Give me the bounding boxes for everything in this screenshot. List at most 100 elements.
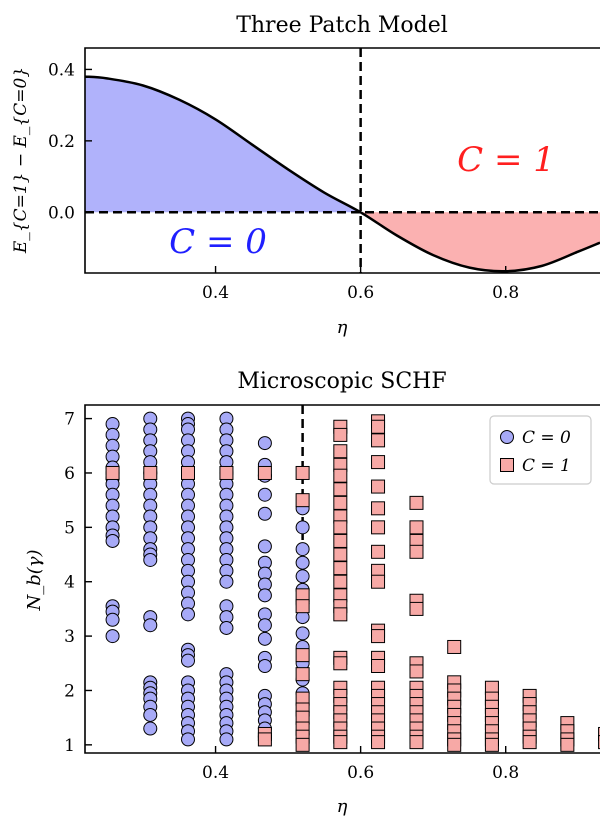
energy-difference-curve bbox=[85, 75, 600, 273]
c0-point bbox=[257, 436, 272, 451]
x-tick-label: 0.4 bbox=[202, 283, 229, 303]
c1-point bbox=[409, 544, 424, 559]
c0-point bbox=[295, 555, 310, 570]
c1-point bbox=[105, 465, 120, 480]
legend-c0-label: C = 0 bbox=[522, 428, 571, 448]
annotation-c0: C = 0 bbox=[169, 222, 267, 262]
three-patch-model-chart: Three Patch Model C = 0 C = 1 0.4 0.6 0.8 … bbox=[11, 13, 600, 338]
c1-point bbox=[522, 735, 537, 750]
legend-c0-marker bbox=[500, 430, 514, 444]
c1-point bbox=[257, 732, 272, 747]
c1-point bbox=[371, 479, 386, 494]
legend-box bbox=[489, 415, 592, 485]
c0-point bbox=[181, 732, 195, 747]
c1-point bbox=[219, 465, 234, 480]
x-tick-label: 0.6 bbox=[347, 283, 374, 303]
c1-point bbox=[333, 607, 348, 622]
c1-point bbox=[295, 599, 310, 614]
c1-point bbox=[560, 737, 575, 752]
c0-point bbox=[105, 533, 120, 548]
c0-point bbox=[295, 569, 310, 584]
c1-point bbox=[447, 639, 462, 654]
legend-c1-label: C = 1 bbox=[522, 456, 571, 476]
c1-point bbox=[598, 726, 600, 741]
c0-point bbox=[257, 631, 272, 646]
c1-point bbox=[371, 455, 386, 470]
c1-point bbox=[181, 465, 195, 480]
c1-point bbox=[409, 664, 424, 679]
c1-point bbox=[371, 629, 386, 644]
scatter-points bbox=[105, 411, 600, 752]
c0-point bbox=[295, 542, 310, 557]
y-tick-label: 0.4 bbox=[48, 60, 75, 80]
c0-point bbox=[295, 520, 310, 535]
c1-point bbox=[295, 737, 310, 752]
c1-point bbox=[371, 574, 386, 589]
c0-point bbox=[143, 721, 158, 736]
y-axis-label: N_b(γ) bbox=[24, 549, 45, 611]
c0-point bbox=[143, 618, 158, 633]
x-tick-label: 0.4 bbox=[202, 763, 229, 783]
c1-point bbox=[409, 601, 424, 616]
y-axis-ticks: 1 2 3 4 5 6 7 bbox=[64, 410, 92, 756]
y-axis-ticks: 0.0 0.2 0.4 bbox=[48, 60, 92, 223]
c1-point bbox=[333, 495, 348, 510]
c0-point bbox=[219, 732, 234, 747]
c1-point bbox=[598, 735, 600, 750]
x-tick-label: 0.8 bbox=[492, 763, 519, 783]
c1-point bbox=[333, 547, 348, 562]
c0-point bbox=[143, 707, 158, 722]
c1-point bbox=[333, 468, 348, 483]
x-tick-label: 0.8 bbox=[492, 283, 519, 303]
chart-title: Microscopic SCHF bbox=[237, 369, 446, 394]
c1-point bbox=[295, 493, 310, 508]
chart-title: Three Patch Model bbox=[236, 13, 448, 38]
y-tick-label: 1 bbox=[64, 736, 75, 756]
c1-point bbox=[447, 737, 462, 752]
c1-point bbox=[371, 520, 386, 535]
y-tick-label: 2 bbox=[64, 681, 75, 701]
c1-point bbox=[295, 648, 310, 663]
c0-point bbox=[105, 612, 120, 627]
y-tick-label: 3 bbox=[64, 627, 75, 647]
c1-point bbox=[409, 735, 424, 750]
c1-point bbox=[333, 444, 348, 459]
x-axis-label: η bbox=[337, 796, 348, 817]
x-axis-ticks: 0.4 0.6 0.8 bbox=[202, 266, 519, 303]
annotation-c1: C = 1 bbox=[457, 140, 555, 180]
c0-point bbox=[257, 659, 272, 673]
c1-region-fill bbox=[360, 212, 600, 272]
c1-point bbox=[333, 427, 348, 442]
y-tick-label: 7 bbox=[64, 410, 75, 430]
c1-point bbox=[333, 561, 348, 576]
x-axis-label: η bbox=[337, 317, 348, 338]
c0-point bbox=[181, 607, 195, 622]
c1-point bbox=[333, 656, 348, 671]
c1-point bbox=[333, 574, 348, 589]
plot-frame bbox=[84, 404, 600, 754]
c1-point bbox=[371, 433, 386, 448]
c1-point bbox=[295, 465, 310, 480]
c0-point bbox=[257, 487, 272, 502]
y-axis-label: E_{C=1} − E_{C=0} bbox=[11, 67, 31, 254]
y-tick-label: 0.2 bbox=[48, 132, 75, 152]
c1-point bbox=[371, 735, 386, 750]
c0-point bbox=[257, 506, 272, 521]
y-tick-label: 6 bbox=[64, 464, 75, 484]
y-tick-label: 4 bbox=[64, 573, 75, 593]
c1-point bbox=[333, 735, 348, 750]
c1-point bbox=[371, 659, 386, 673]
legend-c1-marker bbox=[500, 458, 514, 472]
c1-point bbox=[333, 520, 348, 535]
c0-point bbox=[143, 552, 158, 567]
c0-point bbox=[219, 620, 234, 635]
c1-point bbox=[484, 737, 499, 752]
c0-region-fill bbox=[85, 76, 361, 213]
c0-point bbox=[257, 539, 272, 554]
plot-frame bbox=[84, 47, 600, 274]
c0-point bbox=[181, 653, 195, 668]
c1-point bbox=[143, 465, 158, 480]
x-axis-ticks: 0.4 0.6 0.8 bbox=[202, 746, 519, 783]
y-tick-label: 5 bbox=[64, 518, 75, 538]
